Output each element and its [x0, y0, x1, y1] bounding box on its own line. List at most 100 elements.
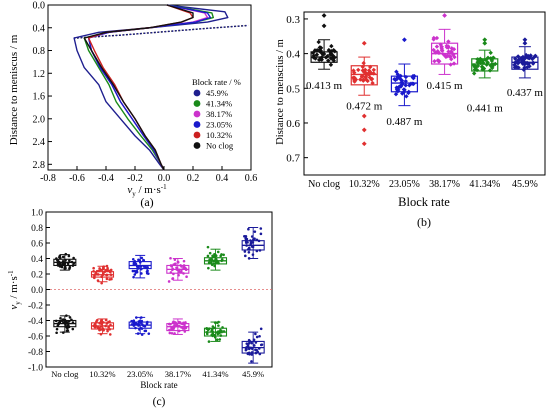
- panel-c-point: [182, 259, 186, 263]
- panel-b-point: [471, 71, 477, 76]
- panel-c-point: [215, 338, 219, 341]
- panel-c-point: [100, 281, 103, 285]
- panel-c-x-tick-label: No clog: [51, 369, 79, 379]
- panel-c-point: [173, 258, 177, 261]
- panel-c-point: [171, 277, 174, 281]
- panel-a-x-ticks: -0.8 -0.6 -0.4 -0.2 0.0 0.2 0.4 0.6: [40, 166, 257, 184]
- panel-c-point: [259, 227, 263, 230]
- panel-c-x-tick-label: 10.32%: [89, 369, 115, 379]
- panel-b-point: [446, 49, 451, 54]
- panel-a-x-axis-label: vy / m·s-1: [127, 183, 167, 198]
- panel-b-outlier: [321, 23, 327, 29]
- panel-c-point: [250, 353, 254, 356]
- panel-c-point: [58, 254, 62, 258]
- panel-b-point: [353, 77, 358, 83]
- panel-a-x-tick-label: 0.6: [245, 173, 258, 184]
- panel-b-point: [526, 53, 531, 59]
- panel-c-point: [244, 235, 248, 239]
- panel-c-point: [132, 275, 135, 279]
- panel-b-point: [475, 63, 481, 69]
- panel-c-point: [170, 331, 174, 335]
- panel-c-point: [259, 232, 263, 236]
- panel-c-point: [56, 324, 60, 327]
- panel-b-point: [527, 63, 532, 69]
- panel-a-x-axis-superscript: -1: [161, 183, 167, 191]
- panel-c-point: [60, 265, 64, 269]
- panel-c-point: [259, 343, 263, 347]
- panel-c-point: [255, 335, 259, 339]
- panel-c-point: [206, 245, 210, 249]
- panel-b-point: [446, 39, 451, 44]
- panel-c-point: [145, 270, 149, 273]
- panel-b-x-tick-label: 10.32%: [349, 179, 380, 190]
- panel-c-point: [145, 322, 149, 325]
- panel-c-point: [243, 254, 247, 258]
- panel-b-outlier: [361, 141, 367, 147]
- panel-c-point: [216, 250, 220, 254]
- panel-b-point: [393, 91, 399, 97]
- panel-b-box-10-32: [350, 65, 378, 86]
- panel-a-x-tick-label: -0.6: [69, 173, 85, 184]
- panel-b-y-tick-label: 0.7: [286, 153, 300, 165]
- panel-b-point: [358, 77, 363, 82]
- panel-c-point: [245, 347, 248, 351]
- panel-b-x-tick-label: 41.34%: [469, 179, 500, 190]
- panel-c-point: [92, 266, 95, 270]
- panel-c-point: [68, 267, 71, 270]
- panel-b-point: [363, 74, 369, 79]
- panel-c-point: [106, 329, 109, 333]
- panel-c-point: [98, 267, 101, 270]
- panel-c-x-axis-label: Block rate: [140, 380, 177, 390]
- panel-a-legend-marker-38-17: [193, 110, 201, 118]
- panel-b-point: [328, 52, 333, 57]
- panel-a-x-axis-unit: / m·s: [136, 184, 161, 196]
- panel-a: 0.00.40.81.21.62.02.42.8 -0.8 -0.6 -0.4 -0.…: [8, 1, 257, 210]
- panel-a-x-tick-label: 0.2: [187, 173, 200, 184]
- panel-a-frame: [47, 4, 252, 171]
- panel-b-point: [436, 59, 441, 64]
- panel-c-y-tick-label: -0.6: [28, 333, 43, 343]
- panel-b-annotation: 0.437 m: [507, 87, 544, 99]
- panel-c-y-axis-symbol: v: [8, 305, 20, 310]
- panel-c-point: [132, 262, 136, 266]
- panel-c-point: [105, 277, 109, 281]
- panel-b-outlier: [482, 40, 488, 46]
- panel-b-frame: [303, 11, 546, 176]
- panel-c-point: [104, 318, 108, 322]
- panel-c-x-tick-label: 38.17%: [165, 369, 191, 379]
- panel-b-point: [525, 64, 530, 70]
- panel-b-outlier: [321, 13, 327, 18]
- panel-b-box-45-9: [511, 56, 539, 70]
- panel-c-point: [246, 241, 249, 244]
- panel-c-point: [207, 266, 210, 270]
- panel-b-point: [331, 47, 336, 53]
- panel-b-point: [485, 55, 491, 60]
- panel-c-point: [167, 280, 171, 283]
- panel-c-point: [206, 254, 210, 258]
- panel-c-point: [72, 262, 76, 265]
- panel-c-point: [135, 269, 139, 273]
- panel-b-point: [394, 69, 399, 74]
- panel-a-y-tick-label: 2.4: [33, 137, 46, 148]
- panel-a-x-tick-label: -0.4: [98, 173, 114, 184]
- panel-c-y-tick-label: -0.4: [28, 317, 43, 327]
- panel-b-point: [403, 83, 408, 88]
- panel-a-legend: Block rate / % 45.9%41.34%38.17%23.05%10…: [192, 77, 241, 151]
- panel-c-point: [254, 332, 257, 336]
- panel-c-y-axis-subscript: y: [14, 301, 22, 305]
- panel-c-y-tick-label: 0.4: [31, 255, 43, 265]
- panel-a-series-line-23-05: [87, 4, 212, 171]
- panel-c-point: [110, 277, 113, 281]
- panel-a-series-line-no-clog: [83, 4, 194, 171]
- panel-b-y-axis-label: Distance to menscius / m: [275, 39, 286, 145]
- panel-c-point: [66, 262, 70, 266]
- panel-c-point: [259, 327, 263, 331]
- panel-c-point: [72, 256, 75, 260]
- panel-c-point: [172, 327, 175, 330]
- panel-c-point: [247, 227, 250, 231]
- panel-b-point: [400, 91, 405, 96]
- panel-c-point: [208, 251, 212, 255]
- panel-c-y-tick-label: -1.0: [28, 364, 43, 374]
- panel-c-point: [65, 329, 69, 333]
- panel-c-point: [173, 262, 177, 266]
